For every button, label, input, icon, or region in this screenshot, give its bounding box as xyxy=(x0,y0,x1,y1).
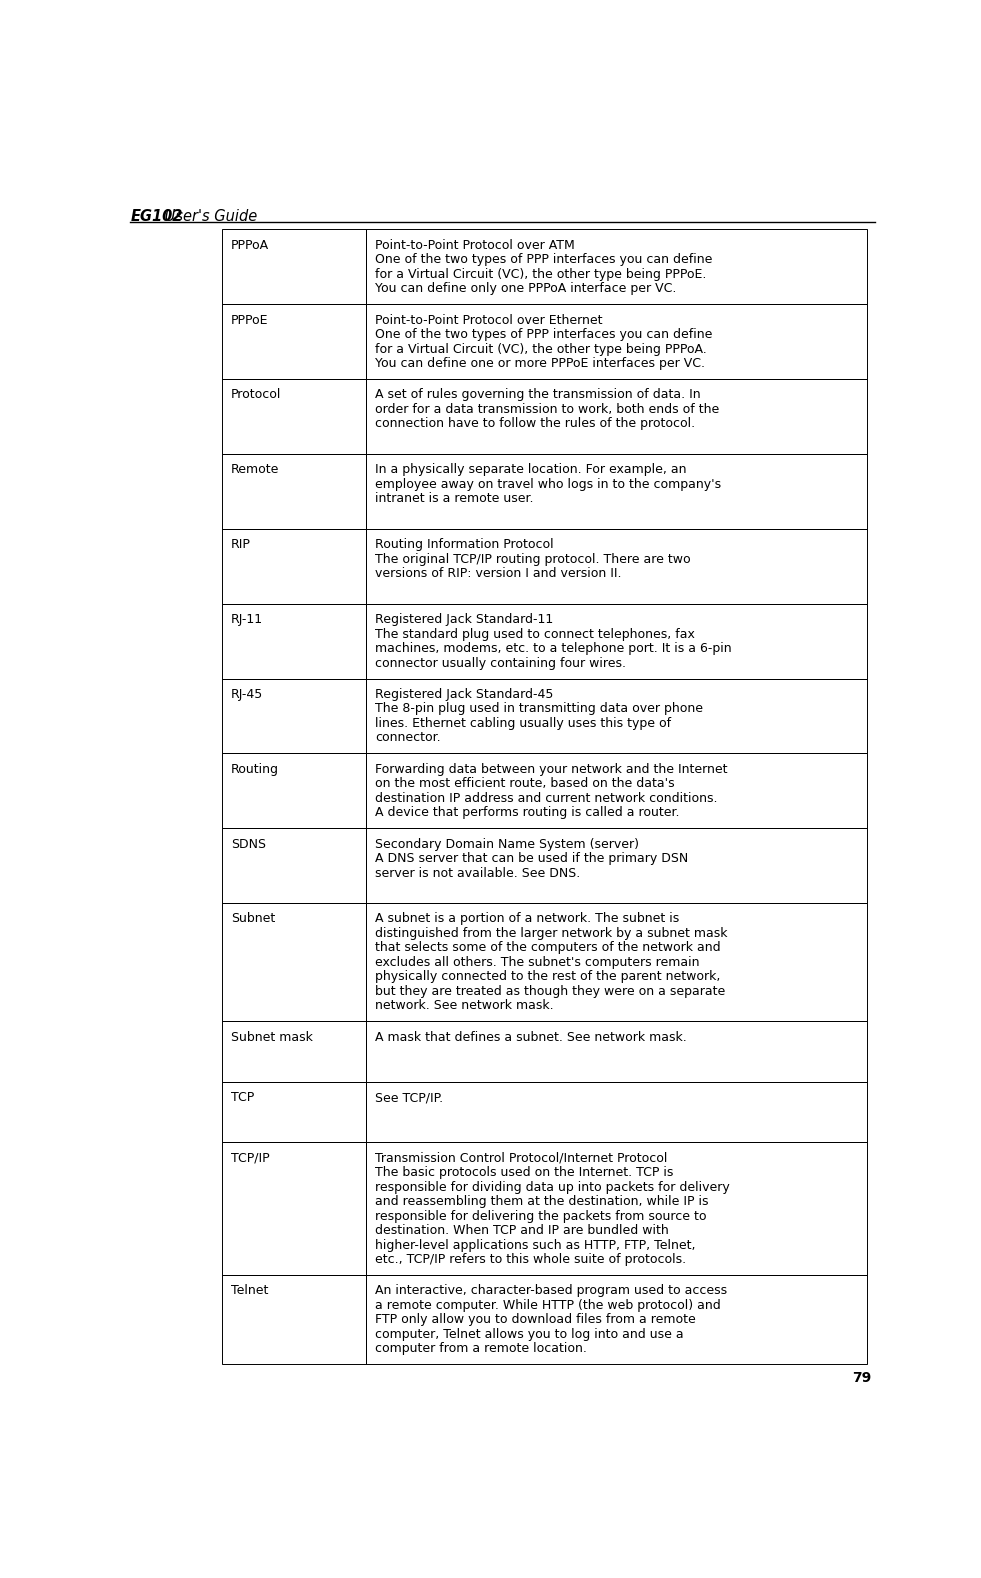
Bar xyxy=(366,229,866,305)
Text: physically connected to the rest of the parent network,: physically connected to the rest of the … xyxy=(376,970,721,983)
Text: Transmission Control Protocol/Internet Protocol: Transmission Control Protocol/Internet P… xyxy=(376,1152,668,1165)
Text: for a Virtual Circuit (VC), the other type being PPPoE.: for a Virtual Circuit (VC), the other ty… xyxy=(376,268,706,281)
Text: but they are treated as though they were on a separate: but they are treated as though they were… xyxy=(376,985,726,997)
Text: on the most efficient route, based on the data's: on the most efficient route, based on th… xyxy=(376,778,675,791)
Text: Telnet: Telnet xyxy=(232,1284,269,1297)
Bar xyxy=(366,604,866,679)
Text: higher-level applications such as HTTP, FTP, Telnet,: higher-level applications such as HTTP, … xyxy=(376,1239,696,1251)
Text: Forwarding data between your network and the Internet: Forwarding data between your network and… xyxy=(376,762,728,776)
Text: distinguished from the larger network by a subnet mask: distinguished from the larger network by… xyxy=(376,926,728,940)
Text: The 8-pin plug used in transmitting data over phone: The 8-pin plug used in transmitting data… xyxy=(376,702,703,715)
Text: Registered Jack Standard-11: Registered Jack Standard-11 xyxy=(376,612,553,626)
Text: destination IP address and current network conditions.: destination IP address and current netwo… xyxy=(376,792,718,805)
Bar xyxy=(222,229,366,305)
Text: RIP: RIP xyxy=(232,538,251,551)
Text: computer, Telnet allows you to log into and use a: computer, Telnet allows you to log into … xyxy=(376,1329,684,1341)
Bar xyxy=(366,1142,866,1275)
Text: Registered Jack Standard-45: Registered Jack Standard-45 xyxy=(376,688,553,701)
Bar xyxy=(222,604,366,679)
Bar xyxy=(222,828,366,903)
Text: A device that performs routing is called a router.: A device that performs routing is called… xyxy=(376,806,680,819)
Text: An interactive, character-based program used to access: An interactive, character-based program … xyxy=(376,1284,727,1297)
Text: Routing Information Protocol: Routing Information Protocol xyxy=(376,538,554,551)
Text: excludes all others. The subnet's computers remain: excludes all others. The subnet's comput… xyxy=(376,956,699,969)
Bar xyxy=(366,679,866,753)
Text: network. See network mask.: network. See network mask. xyxy=(376,999,554,1013)
Text: In a physically separate location. For example, an: In a physically separate location. For e… xyxy=(376,464,687,477)
Bar xyxy=(222,1021,366,1083)
Text: responsible for delivering the packets from source to: responsible for delivering the packets f… xyxy=(376,1209,706,1223)
Bar xyxy=(222,1083,366,1142)
Text: computer from a remote location.: computer from a remote location. xyxy=(376,1343,588,1356)
Text: Remote: Remote xyxy=(232,464,280,477)
Text: Protocol: Protocol xyxy=(232,388,282,401)
Bar xyxy=(222,753,366,828)
Text: FTP only allow you to download files from a remote: FTP only allow you to download files fro… xyxy=(376,1313,697,1327)
Text: Secondary Domain Name System (server): Secondary Domain Name System (server) xyxy=(376,838,640,851)
Bar xyxy=(222,454,366,529)
Text: One of the two types of PPP interfaces you can define: One of the two types of PPP interfaces y… xyxy=(376,252,712,267)
Text: responsible for dividing data up into packets for delivery: responsible for dividing data up into pa… xyxy=(376,1180,730,1193)
Text: One of the two types of PPP interfaces you can define: One of the two types of PPP interfaces y… xyxy=(376,328,712,341)
Text: SDNS: SDNS xyxy=(232,838,266,851)
Text: The basic protocols used on the Internet. TCP is: The basic protocols used on the Internet… xyxy=(376,1166,674,1179)
Text: etc., TCP/IP refers to this whole suite of protocols.: etc., TCP/IP refers to this whole suite … xyxy=(376,1253,687,1266)
Bar xyxy=(222,1142,366,1275)
Text: PPPoE: PPPoE xyxy=(232,314,269,327)
Text: Point-to-Point Protocol over Ethernet: Point-to-Point Protocol over Ethernet xyxy=(376,314,602,327)
Text: lines. Ethernet cabling usually uses this type of: lines. Ethernet cabling usually uses thi… xyxy=(376,716,671,731)
Text: A set of rules governing the transmission of data. In: A set of rules governing the transmissio… xyxy=(376,388,700,401)
Text: EG102: EG102 xyxy=(130,208,182,224)
Bar xyxy=(366,828,866,903)
Text: and reassembling them at the destination, while IP is: and reassembling them at the destination… xyxy=(376,1195,709,1209)
Text: server is not available. See DNS.: server is not available. See DNS. xyxy=(376,866,581,879)
Text: for a Virtual Circuit (VC), the other type being PPPoA.: for a Virtual Circuit (VC), the other ty… xyxy=(376,342,707,355)
Text: PPPoA: PPPoA xyxy=(232,238,269,252)
Text: RJ-45: RJ-45 xyxy=(232,688,263,701)
Text: order for a data transmission to work, both ends of the: order for a data transmission to work, b… xyxy=(376,402,719,417)
Text: connector usually containing four wires.: connector usually containing four wires. xyxy=(376,656,626,669)
Bar xyxy=(222,305,366,379)
Bar xyxy=(366,753,866,828)
Text: TCP: TCP xyxy=(232,1090,254,1105)
Bar xyxy=(366,454,866,529)
Text: a remote computer. While HTTP (the web protocol) and: a remote computer. While HTTP (the web p… xyxy=(376,1299,721,1311)
Bar xyxy=(366,903,866,1021)
Text: User's Guide: User's Guide xyxy=(160,208,257,224)
Text: You can define one or more PPPoE interfaces per VC.: You can define one or more PPPoE interfa… xyxy=(376,357,705,371)
Text: Subnet mask: Subnet mask xyxy=(232,1030,313,1043)
Text: The original TCP/IP routing protocol. There are two: The original TCP/IP routing protocol. Th… xyxy=(376,552,691,565)
Text: Routing: Routing xyxy=(232,762,280,776)
Text: See TCP/IP.: See TCP/IP. xyxy=(376,1090,443,1105)
Bar xyxy=(222,529,366,604)
Bar xyxy=(222,903,366,1021)
Text: destination. When TCP and IP are bundled with: destination. When TCP and IP are bundled… xyxy=(376,1225,669,1237)
Text: Point-to-Point Protocol over ATM: Point-to-Point Protocol over ATM xyxy=(376,238,575,252)
Text: that selects some of the computers of the network and: that selects some of the computers of th… xyxy=(376,942,721,955)
Text: connector.: connector. xyxy=(376,731,440,745)
Text: 79: 79 xyxy=(852,1371,871,1385)
Bar xyxy=(366,1275,866,1365)
Text: A subnet is a portion of a network. The subnet is: A subnet is a portion of a network. The … xyxy=(376,912,680,925)
Bar xyxy=(366,379,866,454)
Bar xyxy=(222,679,366,753)
Text: You can define only one PPPoA interface per VC.: You can define only one PPPoA interface … xyxy=(376,282,677,295)
Text: intranet is a remote user.: intranet is a remote user. xyxy=(376,492,534,505)
Text: employee away on travel who logs in to the company's: employee away on travel who logs in to t… xyxy=(376,478,721,491)
Bar xyxy=(366,529,866,604)
Text: connection have to follow the rules of the protocol.: connection have to follow the rules of t… xyxy=(376,418,696,431)
Bar xyxy=(366,1083,866,1142)
Text: TCP/IP: TCP/IP xyxy=(232,1152,270,1165)
Text: Subnet: Subnet xyxy=(232,912,276,925)
Bar xyxy=(222,379,366,454)
Text: versions of RIP: version I and version II.: versions of RIP: version I and version I… xyxy=(376,567,622,581)
Text: A DNS server that can be used if the primary DSN: A DNS server that can be used if the pri… xyxy=(376,852,689,865)
Text: machines, modems, etc. to a telephone port. It is a 6-pin: machines, modems, etc. to a telephone po… xyxy=(376,642,732,655)
Bar xyxy=(366,1021,866,1083)
Bar xyxy=(366,305,866,379)
Bar xyxy=(222,1275,366,1365)
Text: RJ-11: RJ-11 xyxy=(232,612,263,626)
Text: A mask that defines a subnet. See network mask.: A mask that defines a subnet. See networ… xyxy=(376,1030,687,1043)
Text: The standard plug used to connect telephones, fax: The standard plug used to connect teleph… xyxy=(376,628,696,641)
